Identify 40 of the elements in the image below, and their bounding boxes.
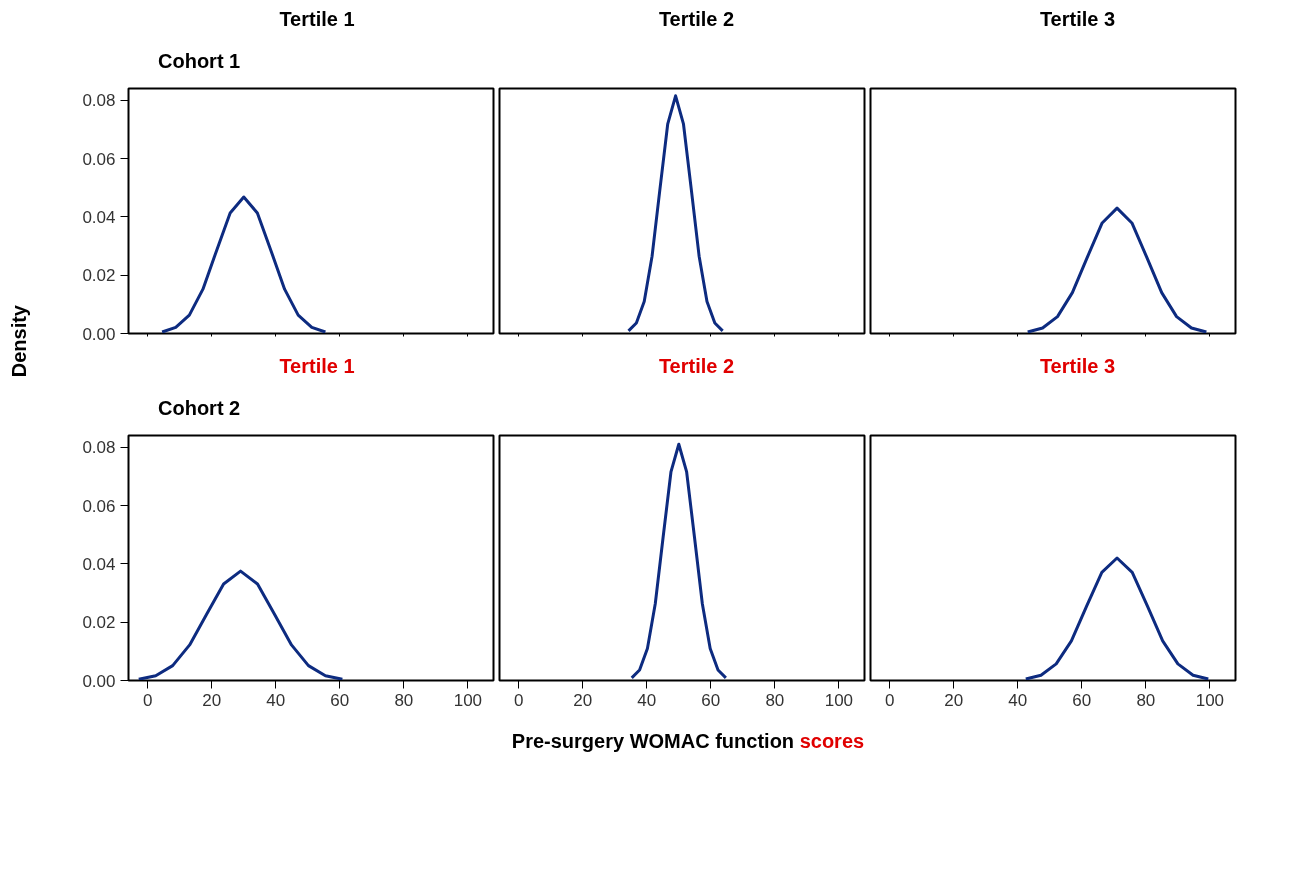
x-tick-label: 40 xyxy=(266,690,286,710)
chart-title: Tertile 2 xyxy=(658,7,735,32)
x-axis-title: Pre-surgery WOMAC function scores xyxy=(511,729,865,754)
x-tick-label: 80 xyxy=(1136,690,1156,710)
text: Cohort 1 xyxy=(158,49,241,74)
y-tick-label: 0.06 xyxy=(82,149,116,169)
x-tick-label: 60 xyxy=(330,690,350,710)
x-tick-label: 100 xyxy=(824,690,854,710)
x-tick-label: 100 xyxy=(1195,690,1225,710)
x-tick-label: 20 xyxy=(202,690,222,710)
x-tick-label: 100 xyxy=(453,690,483,710)
y-tick-label: 0.06 xyxy=(82,496,116,516)
y-tick-label: 0.08 xyxy=(82,91,116,111)
x-tick-label: 60 xyxy=(1072,690,1092,710)
y-tick-label: 0.00 xyxy=(82,671,116,691)
x-tick-label: 20 xyxy=(573,690,593,710)
x-tick-label: 80 xyxy=(765,690,785,710)
line-series xyxy=(160,195,327,334)
x-tick-label: 80 xyxy=(394,690,414,710)
line-series xyxy=(137,569,344,681)
x-tick-label: 0 xyxy=(513,690,524,710)
y-tick-label: 0.02 xyxy=(82,613,116,633)
y-tick-label: 0.04 xyxy=(82,554,116,574)
chart-title: Tertile 2 xyxy=(658,354,735,379)
y-tick-label: 0.00 xyxy=(82,324,116,344)
x-tick-label: 0 xyxy=(142,690,153,710)
y-tick-label: 0.08 xyxy=(82,438,116,458)
x-tick-label: 40 xyxy=(637,690,657,710)
x-tick-label: 40 xyxy=(1008,690,1028,710)
text: Cohort 2 xyxy=(158,396,241,421)
chart-title: Tertile 3 xyxy=(1039,7,1116,32)
y-axis-title: Density xyxy=(7,305,31,378)
chart-title: Tertile 3 xyxy=(1039,354,1116,379)
y-tick-label: 0.04 xyxy=(82,207,116,227)
y-tick-label: 0.02 xyxy=(82,266,116,286)
x-tick-label: 0 xyxy=(884,690,895,710)
x-tick-label: 20 xyxy=(944,690,964,710)
chart-title: Tertile 1 xyxy=(279,354,355,379)
chart-title: Tertile 1 xyxy=(279,7,355,32)
x-tick-label: 60 xyxy=(701,690,721,710)
